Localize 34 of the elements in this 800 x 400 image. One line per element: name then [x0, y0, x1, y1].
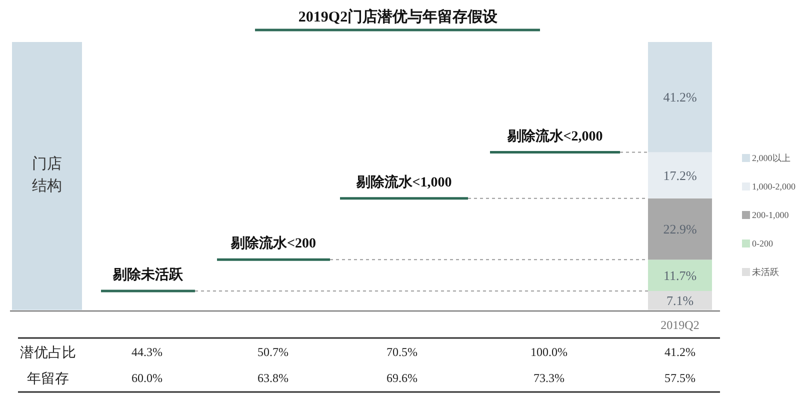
legend-label: 200-1,000 — [752, 210, 790, 220]
bar — [648, 198, 712, 260]
text: 门店结构 — [32, 155, 62, 194]
legend-label: 0-200 — [752, 238, 774, 249]
bar — [648, 152, 712, 198]
text: 44.3% — [132, 345, 162, 360]
bar — [648, 42, 712, 152]
text: 60.0% — [132, 371, 162, 386]
text: 57.5% — [664, 371, 696, 386]
text: 2019Q2门店潜优与年留存假设 — [298, 7, 499, 26]
ref-line-label: 剔除流水<1,000 — [355, 173, 452, 190]
data-label: 7.1% — [666, 293, 694, 308]
text: 潜优占比 — [20, 344, 76, 361]
data-label: 22.9% — [663, 222, 697, 237]
text: 69.6% — [386, 371, 418, 386]
legend-label: 未活跃 — [752, 267, 779, 278]
ref-line-label: 剔除流水<200 — [230, 234, 316, 252]
text: 年留存 — [27, 370, 69, 387]
bar — [648, 290, 712, 310]
text: 100.0% — [530, 345, 568, 360]
legend-label: 1,000-2,000 — [752, 182, 796, 192]
data-label: 41.2% — [663, 90, 697, 105]
data-label: 11.7% — [663, 268, 697, 283]
bar — [648, 260, 712, 291]
text: 70.5% — [386, 345, 418, 360]
legend-label: 2,000以上 — [752, 153, 790, 164]
text: 73.3% — [534, 371, 564, 386]
ref-line-label: 剔除未活跃 — [112, 266, 184, 283]
x-tick-label: 2019Q2 — [660, 318, 700, 332]
text: 63.8% — [258, 371, 288, 386]
data-label: 17.2% — [663, 168, 697, 183]
text: 50.7% — [258, 345, 288, 360]
ref-line-label: 剔除流水<2,000 — [506, 127, 603, 144]
text: 41.2% — [664, 345, 696, 360]
